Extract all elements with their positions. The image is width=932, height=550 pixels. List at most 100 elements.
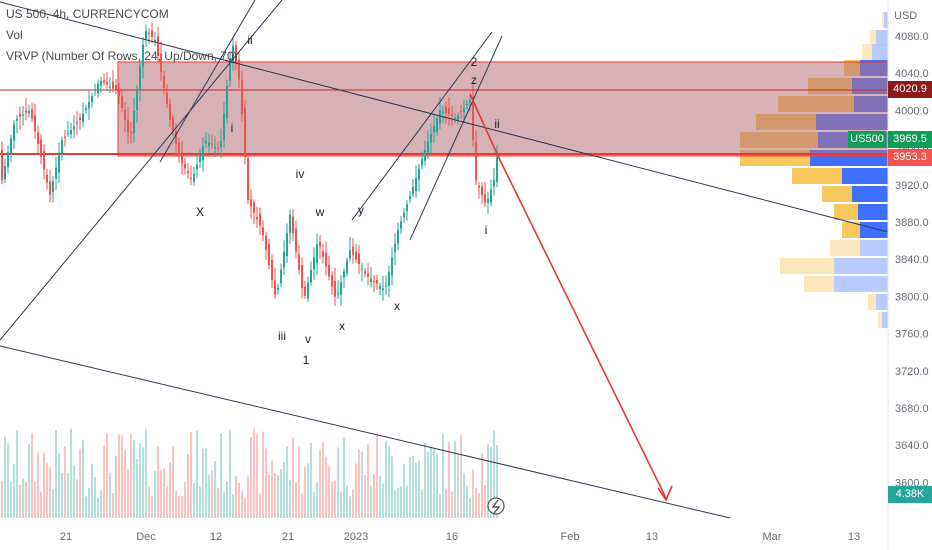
candle-body xyxy=(373,281,375,283)
profile-row-up xyxy=(830,240,860,256)
profile-row-up xyxy=(834,204,858,220)
volume-indicator-label[interactable]: Vol xyxy=(6,28,23,42)
profile-row-up xyxy=(804,276,834,292)
candle-body xyxy=(211,143,213,145)
volume-bar xyxy=(469,497,471,518)
volume-bar xyxy=(475,487,477,518)
candle-body xyxy=(220,140,222,148)
profile-row-down xyxy=(842,168,888,184)
channel-line-a xyxy=(159,0,256,163)
volume-bar xyxy=(10,481,12,518)
profile-row-up xyxy=(842,222,860,238)
volume-bar xyxy=(199,486,201,518)
candle-body xyxy=(214,146,216,149)
candle-body xyxy=(28,110,30,114)
candle-body xyxy=(268,244,270,265)
volume-bar xyxy=(55,430,57,518)
volume-bar xyxy=(184,481,186,518)
candle-body xyxy=(97,84,99,94)
candle-body xyxy=(202,146,204,161)
volume-bar xyxy=(79,449,81,518)
profile-row-down xyxy=(876,294,888,310)
volume-bar xyxy=(67,472,69,518)
volume-bar xyxy=(325,456,327,518)
volume-bar xyxy=(85,496,87,518)
price-tick-label: 4040.0 xyxy=(895,68,929,80)
volume-bar xyxy=(22,478,24,518)
candle-body xyxy=(256,217,258,220)
candle-body xyxy=(379,286,381,290)
candle-body xyxy=(301,264,303,288)
vrvp-indicator-label[interactable]: VRVP (Number Of Rows, 24, Up/Down, 70) xyxy=(6,49,238,63)
candle-body xyxy=(490,189,492,203)
volume-bar xyxy=(415,462,417,518)
profile-row-up xyxy=(822,186,852,202)
candle-body xyxy=(370,278,372,283)
candle-body xyxy=(34,115,36,132)
volume-bar xyxy=(382,483,384,518)
wave-label: X xyxy=(196,205,204,219)
volume-bar xyxy=(307,463,309,518)
volume-bar xyxy=(397,487,399,518)
volume-bar xyxy=(130,433,132,518)
volume-bar xyxy=(280,469,282,518)
volume-bar xyxy=(1,480,3,518)
price-tick-label: 3800.0 xyxy=(895,291,929,303)
candle-body xyxy=(31,108,33,119)
candle-body xyxy=(484,194,486,203)
candle-body xyxy=(361,268,363,270)
volume-bar xyxy=(298,447,300,518)
volume-bar xyxy=(229,429,231,518)
candle-body xyxy=(295,228,297,252)
candle-body xyxy=(244,107,246,157)
profile-row-down xyxy=(882,312,888,328)
volume-bar xyxy=(46,463,48,518)
volume-bar xyxy=(19,484,21,518)
volume-bar xyxy=(115,455,117,518)
volume-bar xyxy=(490,446,492,518)
volume-bar xyxy=(61,472,63,518)
candle-body xyxy=(391,257,393,276)
volume-bar xyxy=(400,486,402,518)
symbol-title[interactable]: US 500, 4h, CURRENCYCOM xyxy=(6,7,169,21)
volume-bar xyxy=(310,442,312,518)
candle-body xyxy=(106,82,108,85)
candle-body xyxy=(67,133,69,135)
candle-body xyxy=(163,75,165,88)
lightning-icon[interactable] xyxy=(487,497,505,515)
volume-bar xyxy=(334,480,336,518)
volume-bar xyxy=(352,489,354,518)
candle-body xyxy=(430,134,432,143)
volume-bar xyxy=(430,447,432,518)
candle-body xyxy=(328,264,330,277)
candle-body xyxy=(10,138,12,155)
candle-body xyxy=(445,106,447,113)
volume-bar xyxy=(283,461,285,518)
volume-bar xyxy=(13,463,15,518)
candle-body xyxy=(100,80,102,86)
wave-label: ii xyxy=(494,117,499,131)
candle-body xyxy=(478,185,480,188)
volume-bar xyxy=(340,491,342,518)
volume-bar xyxy=(376,433,378,518)
volume-tag: 4.38K xyxy=(888,486,932,503)
candle-body xyxy=(199,155,201,162)
volume-bar xyxy=(484,484,486,518)
candle-body xyxy=(412,186,414,194)
volume-bar xyxy=(295,482,297,518)
price-tick-label: 3720.0 xyxy=(895,366,929,378)
volume-bar xyxy=(178,495,180,518)
volume-bar xyxy=(103,445,105,518)
candle-body xyxy=(277,287,279,290)
candle-body xyxy=(238,59,240,80)
volume-bar xyxy=(472,469,474,518)
volume-bar xyxy=(214,461,216,518)
candle-body xyxy=(196,164,198,170)
volume-bar xyxy=(118,434,120,518)
candle-body xyxy=(409,195,411,200)
candle-body xyxy=(166,92,168,104)
volume-bar xyxy=(256,434,258,518)
candle-body xyxy=(241,80,243,114)
